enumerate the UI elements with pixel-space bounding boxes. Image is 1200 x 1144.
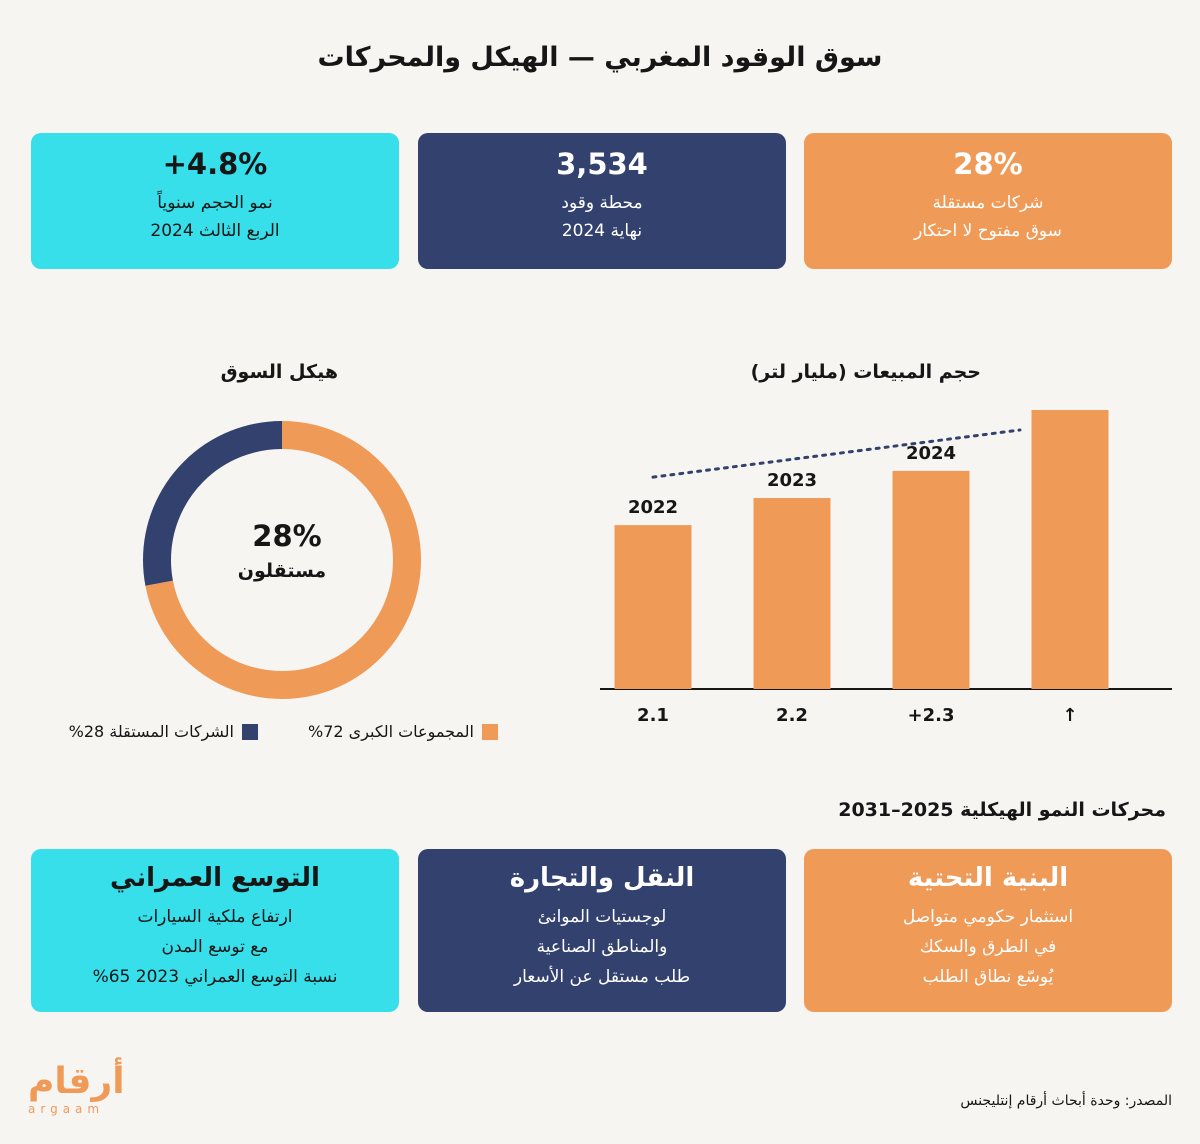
stat-value: 3,534	[556, 147, 648, 181]
donut-center-label: مستقلون	[237, 560, 327, 582]
bar	[614, 525, 692, 689]
legend-swatch-major	[482, 723, 498, 740]
logo-arabic: أرقام	[28, 1061, 125, 1102]
argaam-logo: أرقام argaam	[28, 1062, 148, 1124]
bar-value-label: 2.2	[776, 705, 808, 726]
driver-heading: التوسع العمراني	[110, 863, 320, 893]
bar-category-label: 2022	[628, 497, 678, 518]
legend-item-independent: الشركات المستقلة 28%	[69, 722, 258, 741]
stat-sublabel: سوق مفتوح لا احتكار	[914, 221, 1062, 241]
donut-slice	[143, 421, 421, 699]
bar-value-label: ↑	[1062, 705, 1077, 726]
driver-card-infrastructure: البنية التحتية استثمار حكومي متواصل في ا…	[804, 849, 1172, 1012]
driver-line: لوجستيات الموانئ	[537, 907, 667, 927]
page-title: سوق الوقود المغربي — الهيكل والمحركات	[317, 42, 883, 73]
bar-value-label: +2.3	[908, 705, 955, 726]
donut-chart-title: هيكل السوق	[220, 361, 338, 383]
driver-card-urban: التوسع العمراني ارتفاع ملكية السيارات مع…	[31, 849, 399, 1012]
driver-line: استثمار حكومي متواصل	[902, 907, 1074, 927]
logo-latin: argaam	[28, 1102, 105, 1116]
bar-category-label: 2024	[906, 443, 956, 464]
driver-line: طلب مستقل عن الأسعار	[513, 967, 691, 987]
stat-card-growth: +4.8% نمو الحجم سنوياً الربع الثالث 2024	[31, 133, 399, 269]
driver-line: مع توسع المدن	[161, 937, 269, 957]
driver-line: في الطرق والسكك	[919, 937, 1057, 957]
stat-sublabel: نهاية 2024	[561, 221, 643, 241]
legend-swatch-independent	[242, 723, 258, 740]
stat-value: 28%	[953, 147, 1023, 181]
drivers-title: محركات النمو الهيكلية 2025–2031	[838, 799, 1166, 821]
stat-label: نمو الحجم سنوياً	[157, 193, 273, 213]
donut-chart	[143, 421, 421, 699]
driver-heading: البنية التحتية	[907, 863, 1069, 893]
legend-label-major: المجموعات الكبرى 72%	[308, 722, 474, 741]
legend-item-major: المجموعات الكبرى 72%	[308, 722, 498, 741]
stat-label: شركات مستقلة	[932, 193, 1044, 213]
stat-label: محطة وقود	[561, 193, 643, 213]
bar	[892, 470, 970, 689]
stat-card-independent: 28% شركات مستقلة سوق مفتوح لا احتكار	[804, 133, 1172, 269]
driver-line: يُوسّع نطاق الطلب	[922, 967, 1054, 987]
bar	[753, 498, 831, 689]
driver-line: ارتفاع ملكية السيارات	[137, 907, 293, 927]
driver-card-transport: النقل والتجارة لوجستيات الموانئ والمناطق…	[418, 849, 786, 1012]
trend-line	[651, 428, 1022, 479]
driver-line: والمناطق الصناعية	[536, 937, 668, 957]
bar-chart-title: حجم المبيعات (مليار لتر)	[750, 361, 981, 383]
driver-heading: النقل والتجارة	[509, 863, 695, 893]
stat-card-stations: 3,534 محطة وقود نهاية 2024	[418, 133, 786, 269]
bar-category-label: 2023	[767, 470, 817, 491]
donut-center-value: 28%	[252, 519, 322, 553]
bar-value-label: 2.1	[637, 705, 669, 726]
stat-value: +4.8%	[162, 147, 268, 181]
driver-line: نسبة التوسع العمراني 2023 65%	[92, 967, 338, 987]
bar	[1031, 410, 1109, 689]
source-note: المصدر: وحدة أبحاث أرقام إنتليجنس	[960, 1093, 1172, 1109]
legend-label-independent: الشركات المستقلة 28%	[68, 722, 234, 741]
stat-sublabel: الربع الثالث 2024	[150, 221, 280, 241]
